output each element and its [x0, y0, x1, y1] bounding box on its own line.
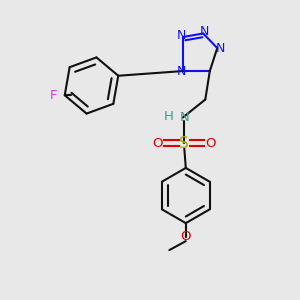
Text: N: N — [179, 111, 189, 124]
Text: N: N — [177, 29, 186, 42]
Text: O: O — [181, 230, 191, 243]
Text: H: H — [164, 110, 174, 122]
Text: F: F — [50, 89, 57, 102]
Text: N: N — [177, 64, 186, 77]
Text: N: N — [216, 41, 225, 55]
Text: S: S — [179, 136, 189, 151]
Text: O: O — [153, 136, 163, 149]
Text: N: N — [200, 26, 209, 38]
Text: O: O — [206, 136, 216, 149]
